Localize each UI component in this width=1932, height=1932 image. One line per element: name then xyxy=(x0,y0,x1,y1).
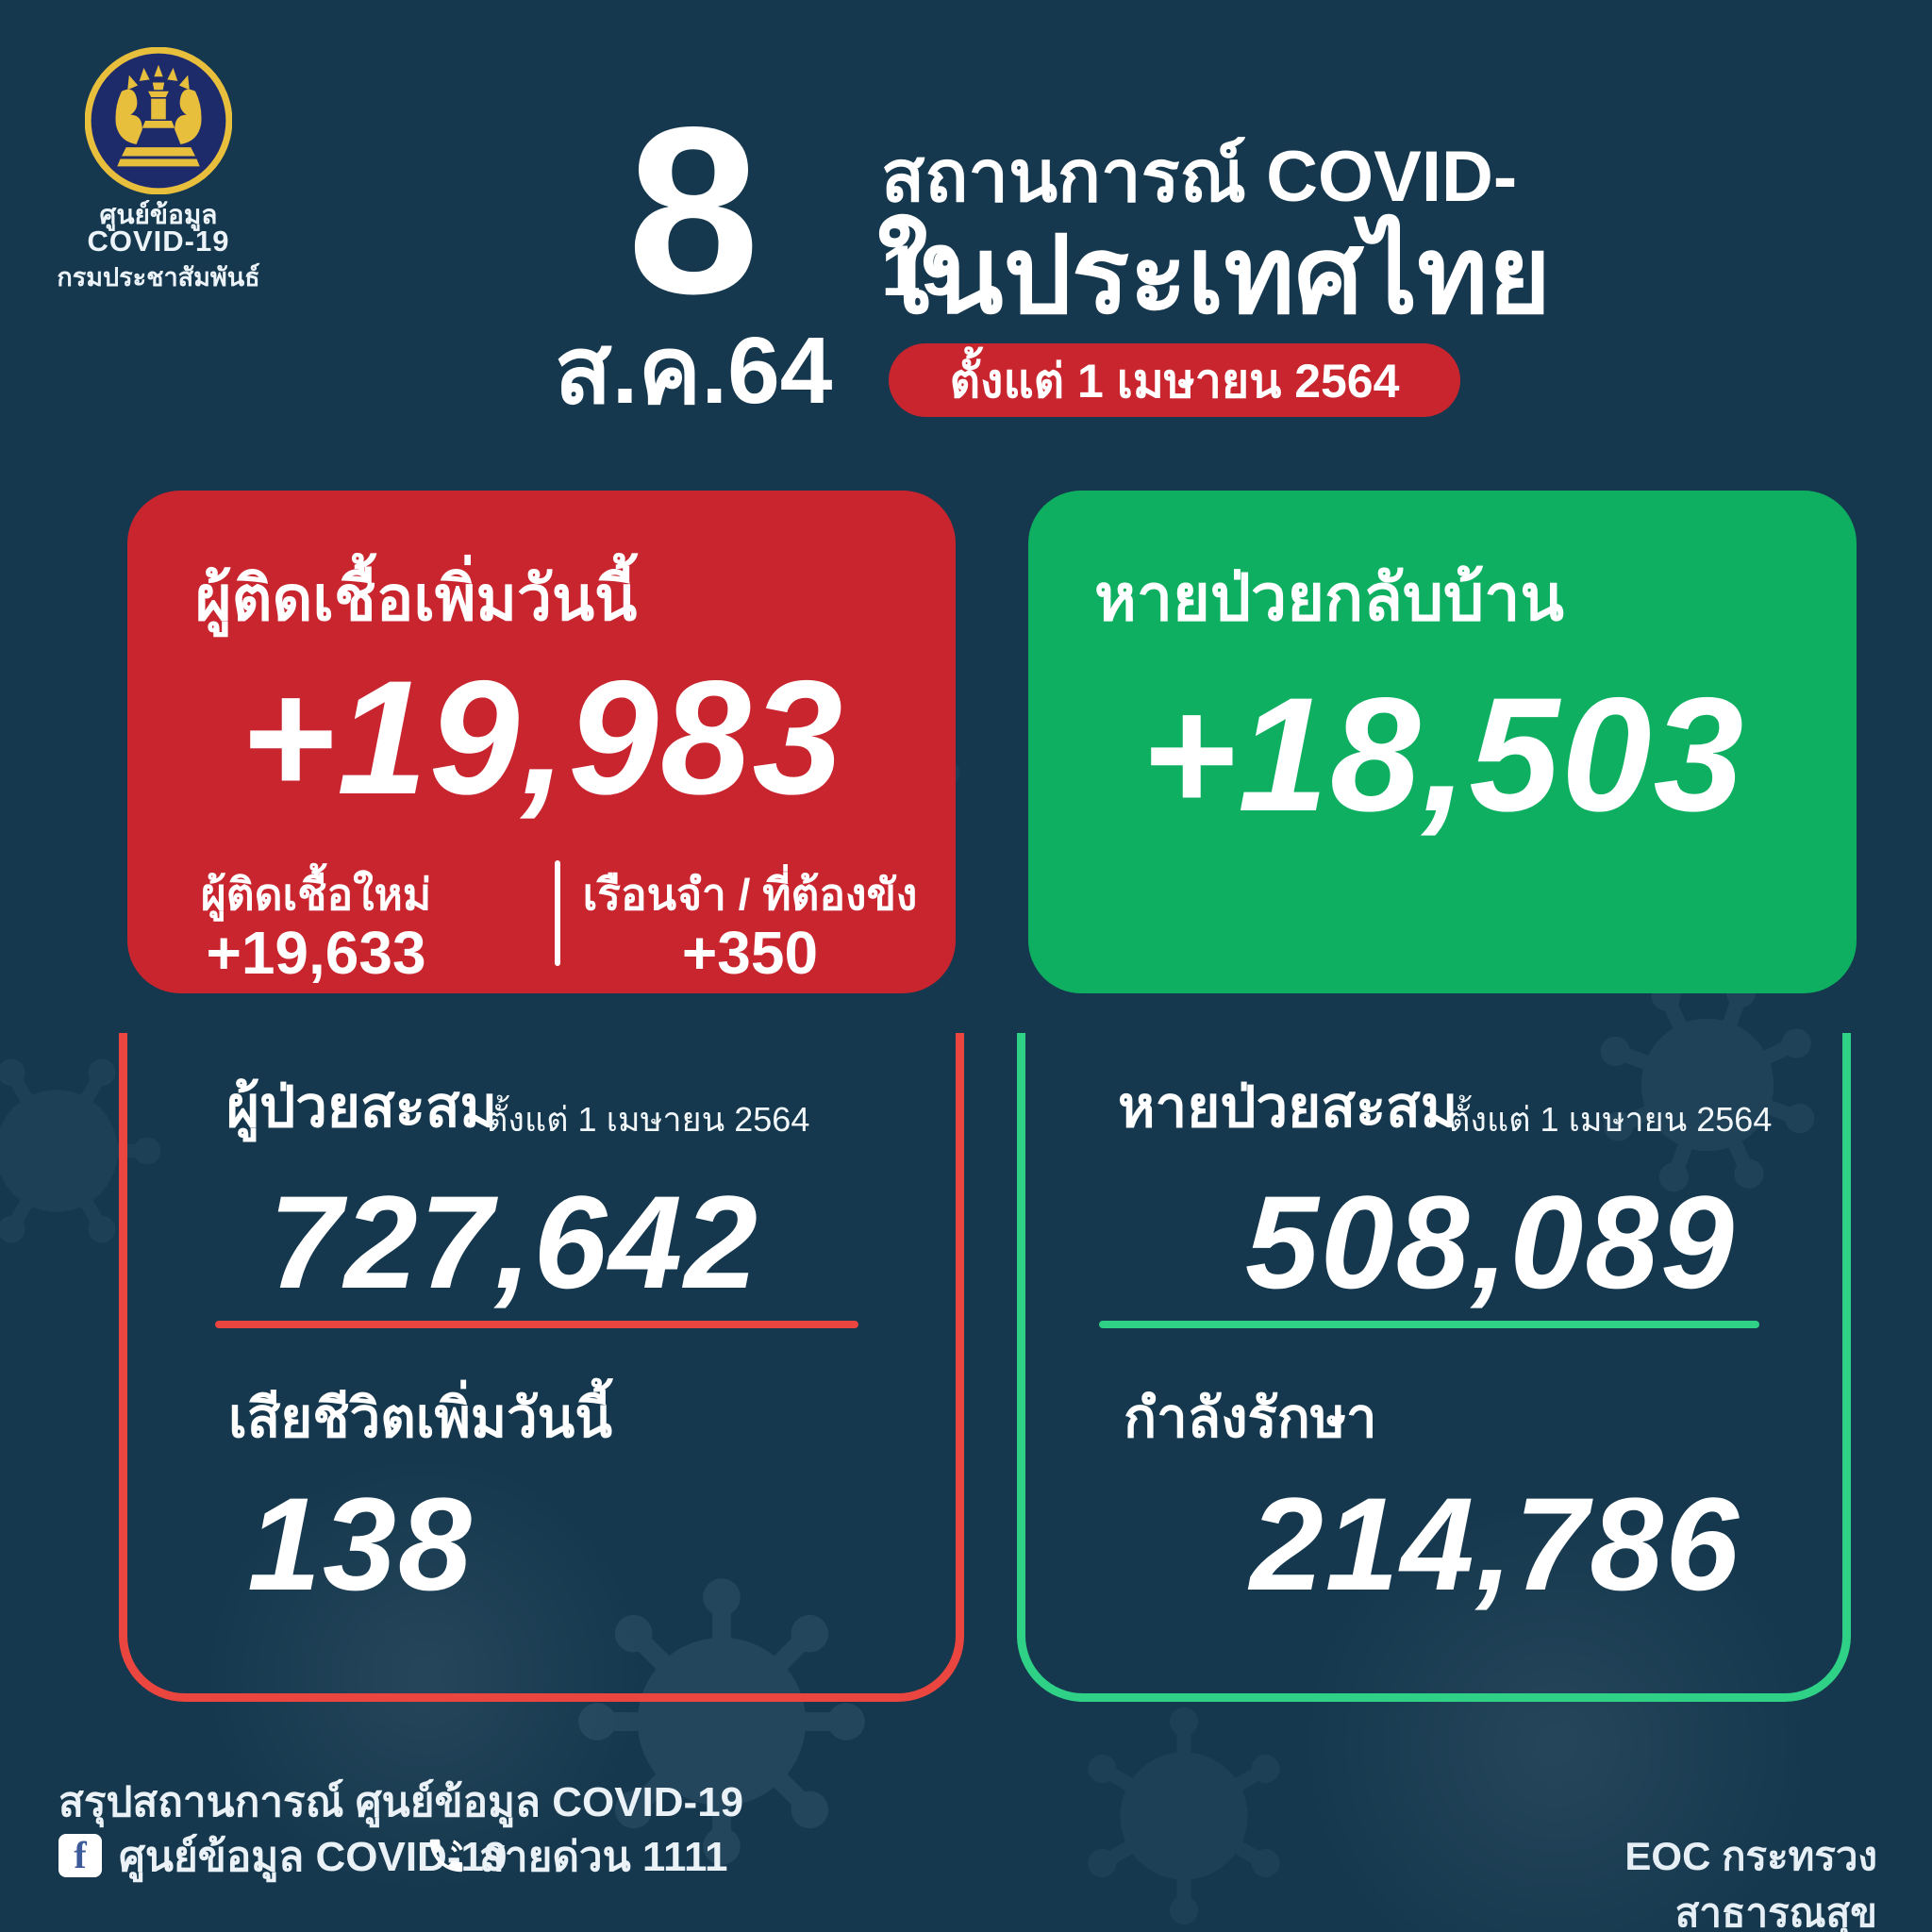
hotline-label: สายด่วน 1111 xyxy=(479,1834,728,1880)
virus-icon xyxy=(1088,1707,1280,1924)
facebook-f-glyph: f xyxy=(74,1834,87,1876)
card-divider xyxy=(555,860,560,966)
phone-icon xyxy=(429,1839,463,1873)
cumulative-recovered-label: หายป่วยสะสม xyxy=(1118,1075,1458,1139)
facebook-icon: f xyxy=(58,1834,102,1877)
new-cases-label: ผู้ติดเชื้อเพิ่มวันนี้ xyxy=(195,563,638,633)
logo-covid-label: COVID-19 xyxy=(87,225,230,258)
cumulative-recovered-value: 508,089 xyxy=(1244,1168,1737,1316)
new-cases-value: +19,983 xyxy=(240,647,845,828)
new-infections-label: ผู้ติดเชื้อใหม่ xyxy=(200,870,432,919)
cumulative-cases-value: 727,642 xyxy=(268,1168,760,1316)
recovered-card xyxy=(1028,491,1857,993)
page-title-line1: สถานการณ์ COVID-19 xyxy=(881,137,1518,311)
green-divider xyxy=(1099,1321,1759,1328)
cumulative-cases-panel xyxy=(119,1033,964,1702)
recovered-label: หายป่วยกลับบ้าน xyxy=(1094,562,1564,634)
new-infections-value: +19,633 xyxy=(206,919,426,987)
facebook-page-label: ศูนย์ข้อมูล COVID-19 xyxy=(119,1834,508,1880)
red-divider xyxy=(215,1321,858,1328)
since-date-badge: ตั้งแต่ 1 เมษายน 2564 xyxy=(889,343,1460,417)
new-cases-card xyxy=(127,491,956,993)
logo-department: กรมประชาสัมพันธ์ xyxy=(57,263,260,291)
footer-summary: สรุปสถานการณ์ ศูนย์ข้อมูล COVID-19 xyxy=(58,1779,744,1825)
in-treatment-value: 214,786 xyxy=(1249,1470,1741,1618)
cumulative-cases-note: ตั้งแต่ 1 เมษายน 2564 xyxy=(486,1100,810,1139)
cumulative-cases-label: ผู้ป่วยสะสม xyxy=(226,1075,498,1139)
deaths-today-value: 138 xyxy=(247,1470,474,1618)
deaths-today-label: เสียชีวิตเพิ่มวันนี้ xyxy=(228,1388,612,1449)
prison-cases-label: เรือนจำ / ที่ต้องขัง xyxy=(582,870,918,919)
report-month-year: ส.ค.64 xyxy=(554,318,833,424)
logo-subtitle: ศูนย์ข้อมูล xyxy=(99,200,218,229)
cumulative-recovered-note: ตั้งแต่ 1 เมษายน 2564 xyxy=(1448,1100,1773,1139)
prison-cases-value: +350 xyxy=(681,919,819,987)
page-title-line2: ในประเทศไทย xyxy=(877,216,1552,336)
government-seal-icon xyxy=(85,47,232,194)
report-day: 8 xyxy=(626,78,760,343)
cumulative-recovered-panel xyxy=(1017,1033,1851,1702)
recovered-value: +18,503 xyxy=(1141,664,1746,845)
footer-credit: EOC กระทรวงสาธารณสุข xyxy=(1624,1834,1877,1932)
in-treatment-label: กำลังรักษา xyxy=(1124,1388,1377,1449)
